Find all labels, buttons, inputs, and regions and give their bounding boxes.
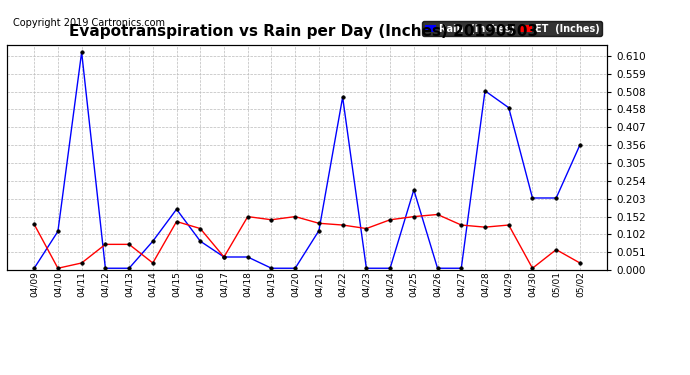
Legend: Rain  (Inches), ET  (Inches): Rain (Inches), ET (Inches) (422, 21, 602, 36)
Text: Evapotranspiration vs Rain per Day (Inches) 20190503: Evapotranspiration vs Rain per Day (Inch… (69, 24, 538, 39)
Text: Copyright 2019 Cartronics.com: Copyright 2019 Cartronics.com (13, 18, 165, 28)
